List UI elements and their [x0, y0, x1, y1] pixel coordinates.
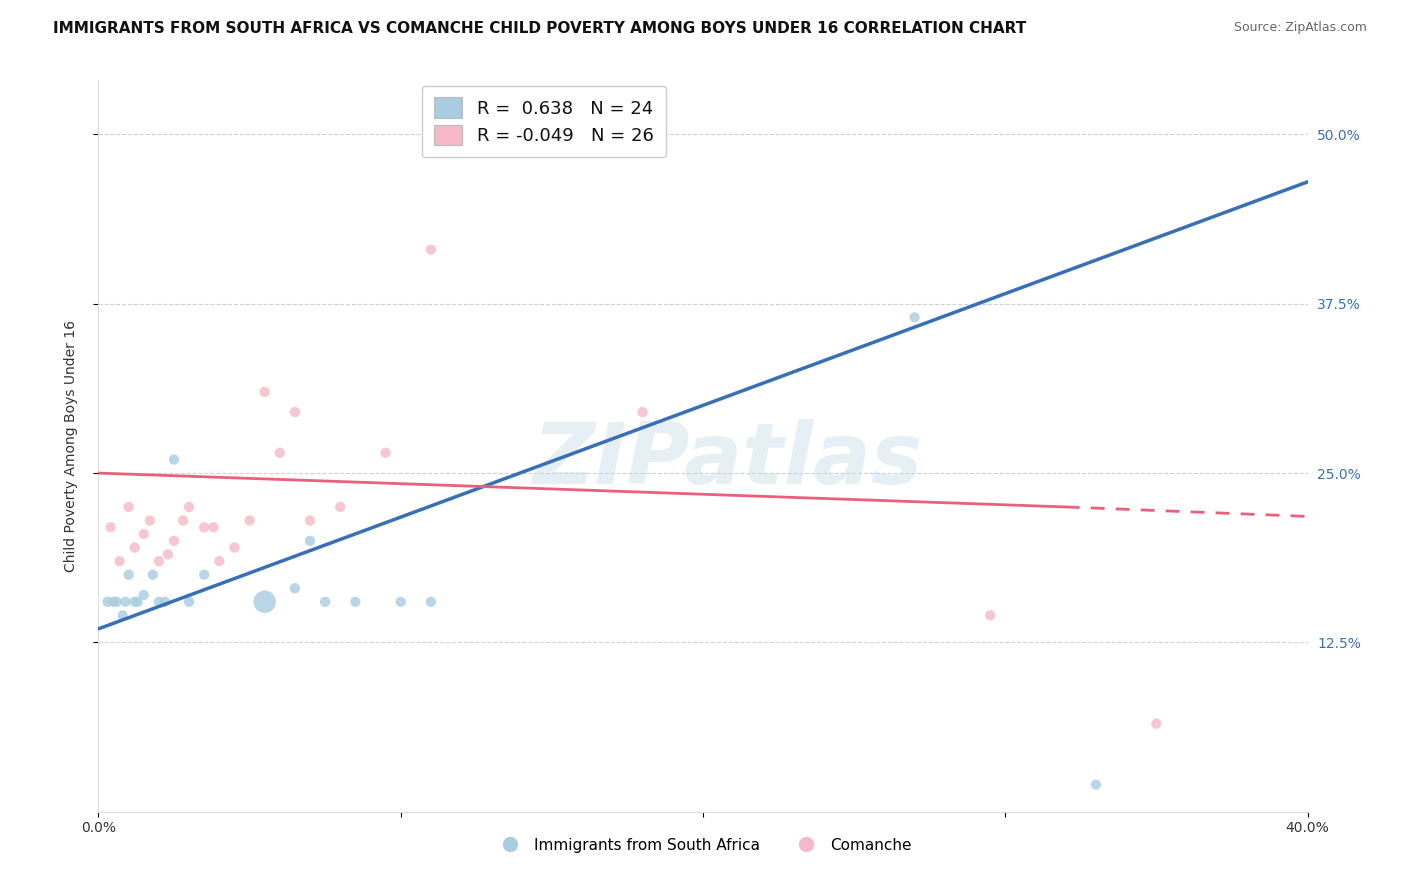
Point	[124, 595, 146, 609]
Point	[193, 520, 215, 534]
Point	[253, 595, 276, 609]
Point	[100, 520, 122, 534]
Point	[114, 595, 136, 609]
Point	[284, 405, 307, 419]
Point	[163, 533, 186, 548]
Point	[132, 527, 155, 541]
Point	[163, 452, 186, 467]
Point	[118, 567, 141, 582]
Point	[179, 500, 201, 514]
Point	[193, 567, 215, 582]
Text: ZIPatlas: ZIPatlas	[531, 419, 922, 502]
Text: Source: ZipAtlas.com: Source: ZipAtlas.com	[1233, 21, 1367, 34]
Point	[344, 595, 367, 609]
Point	[299, 514, 322, 528]
Point	[172, 514, 194, 528]
Point	[1144, 716, 1167, 731]
Point	[103, 595, 125, 609]
Point	[132, 588, 155, 602]
Point	[314, 595, 336, 609]
Point	[389, 595, 412, 609]
Point	[979, 608, 1001, 623]
Point	[108, 554, 131, 568]
Point	[139, 514, 162, 528]
Point	[420, 595, 443, 609]
Point	[904, 310, 927, 325]
Point	[142, 567, 165, 582]
Point	[105, 595, 128, 609]
Point	[118, 500, 141, 514]
Point	[1085, 778, 1108, 792]
Point	[239, 514, 262, 528]
Point	[148, 595, 170, 609]
Point	[111, 608, 134, 623]
Point	[374, 446, 396, 460]
Point	[124, 541, 146, 555]
Y-axis label: Child Poverty Among Boys Under 16: Child Poverty Among Boys Under 16	[63, 320, 77, 572]
Legend: Immigrants from South Africa, Comanche: Immigrants from South Africa, Comanche	[488, 831, 918, 859]
Point	[420, 243, 443, 257]
Point	[156, 547, 179, 561]
Point	[127, 595, 149, 609]
Point	[208, 554, 231, 568]
Point	[299, 533, 322, 548]
Point	[153, 595, 176, 609]
Point	[96, 595, 118, 609]
Point	[148, 554, 170, 568]
Point	[224, 541, 246, 555]
Point	[284, 581, 307, 595]
Point	[329, 500, 352, 514]
Text: IMMIGRANTS FROM SOUTH AFRICA VS COMANCHE CHILD POVERTY AMONG BOYS UNDER 16 CORRE: IMMIGRANTS FROM SOUTH AFRICA VS COMANCHE…	[53, 21, 1026, 36]
Point	[179, 595, 201, 609]
Point	[269, 446, 291, 460]
Point	[202, 520, 225, 534]
Point	[253, 384, 276, 399]
Point	[631, 405, 654, 419]
